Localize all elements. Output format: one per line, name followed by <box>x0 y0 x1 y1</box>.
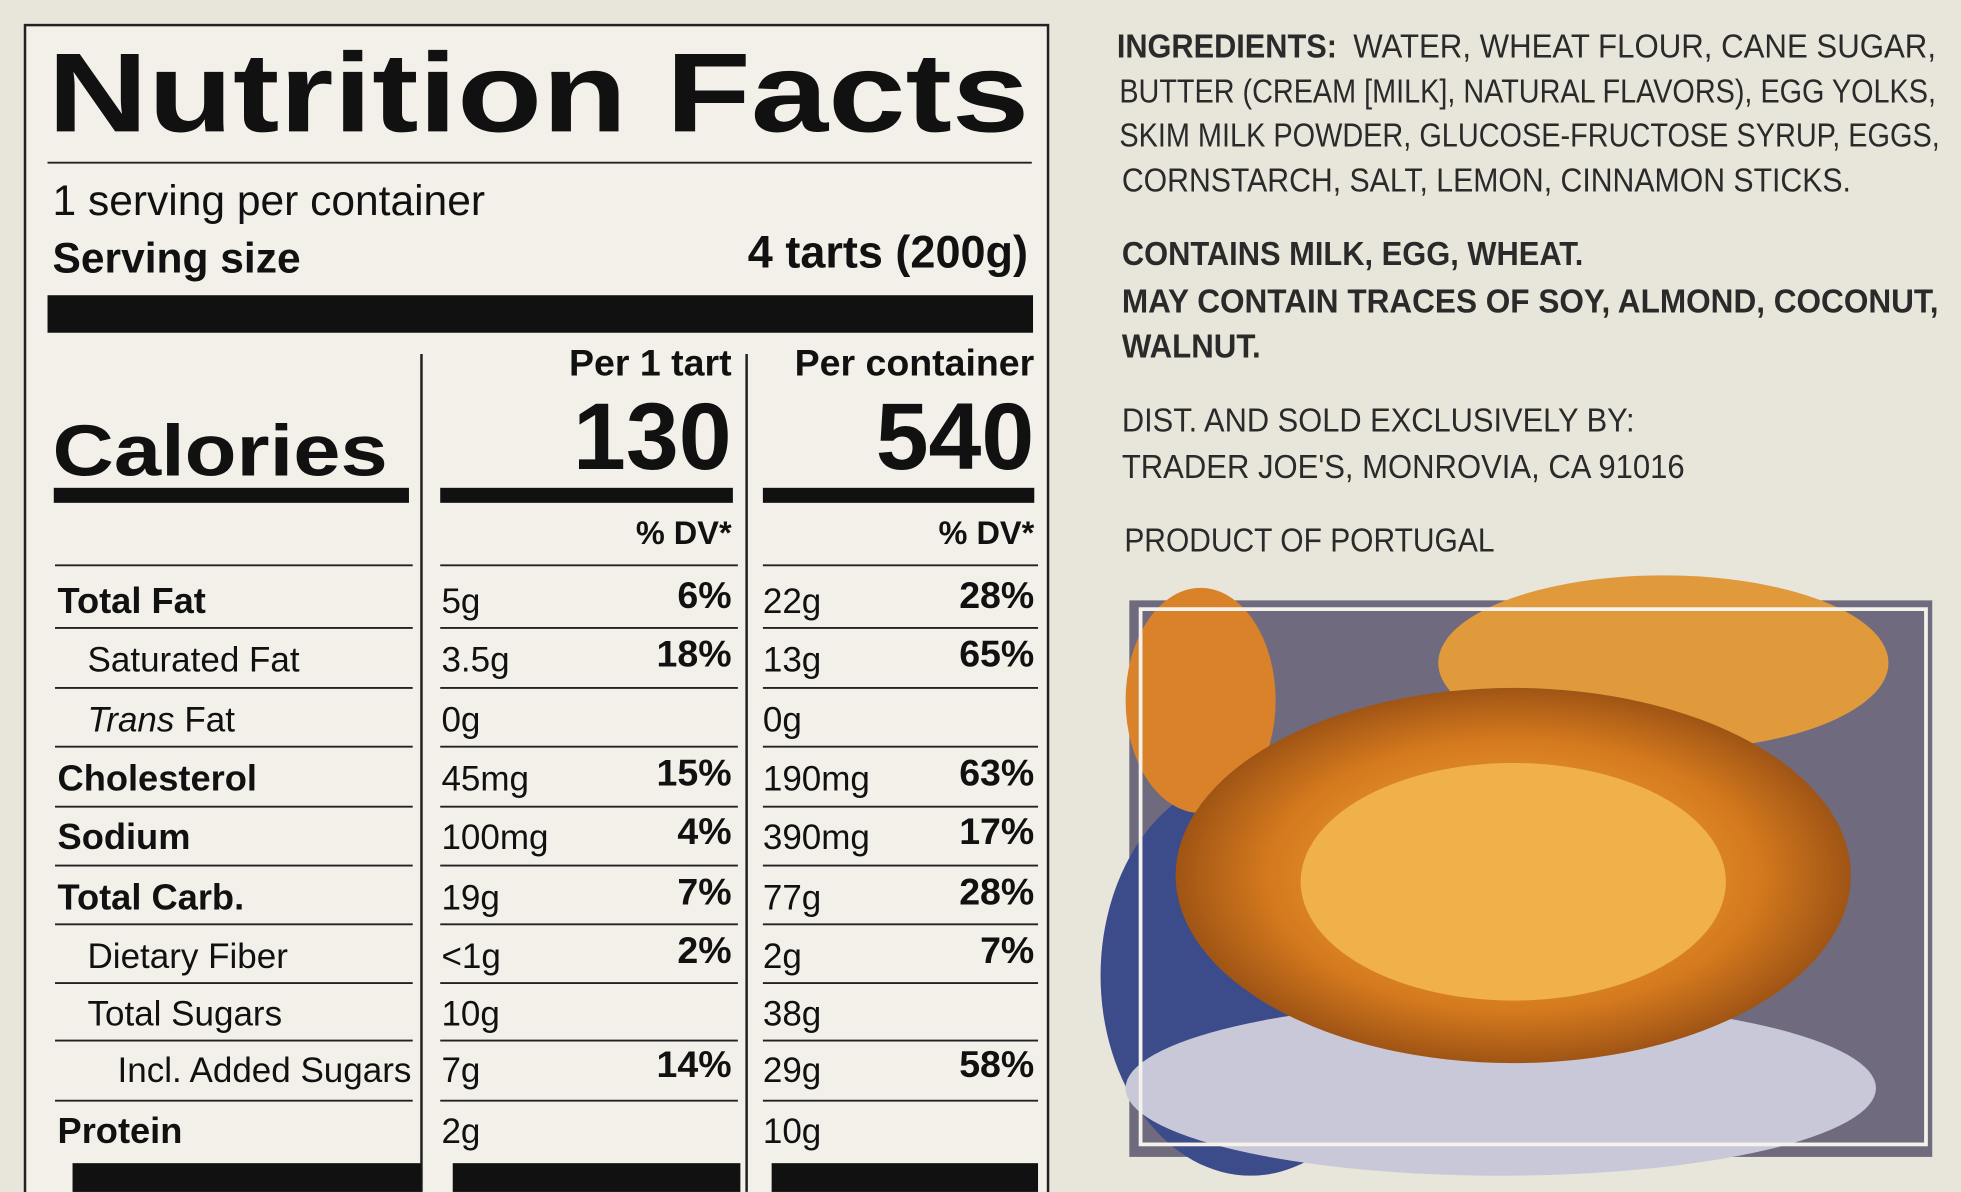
amount: 7g <box>441 1051 480 1090</box>
amount: 10g <box>441 995 499 1034</box>
distributor-line: DIST. AND SOLD EXCLUSIVELY BY: <box>1122 402 1635 440</box>
amount: 5g <box>441 582 480 621</box>
allergen-line: MAY CONTAIN TRACES OF SOY, ALMOND, COCON… <box>1122 283 1939 321</box>
dv-header: % DV* <box>636 515 732 551</box>
nutrient-name: Incl. Added Sugars <box>118 1051 412 1090</box>
nutrient-name: Dietary Fiber <box>88 937 289 976</box>
label-box <box>23 23 1050 1192</box>
column-header: Per 1 tart <box>569 341 732 383</box>
nutrient-name: Total Sugars <box>88 995 283 1034</box>
daily-value: 65% <box>959 633 1034 675</box>
amount: 29g <box>763 1051 821 1090</box>
amount: 2g <box>763 937 802 976</box>
amount: 77g <box>763 878 821 917</box>
nutrient-name-part: Fat <box>184 701 235 740</box>
amount: 0g <box>763 701 802 740</box>
distributor-line: TRADER JOE'S, MONROVIA, CA 91016 <box>1122 448 1685 486</box>
daily-value: 7% <box>980 929 1034 971</box>
thick-bar <box>47 295 1034 333</box>
amount: 38g <box>763 995 821 1034</box>
nutrient-name: Total Fat <box>58 580 206 621</box>
daily-value: 15% <box>657 751 732 793</box>
amount: 19g <box>441 878 499 917</box>
daily-value: 58% <box>959 1043 1034 1085</box>
calories-bar <box>53 487 409 503</box>
daily-value: 63% <box>959 751 1034 793</box>
ingredients-line: WATER, WHEAT FLOUR, CANE SUGAR, <box>1353 28 1936 66</box>
daily-value: 17% <box>959 810 1034 852</box>
amount: 3.5g <box>441 641 509 680</box>
amount: 2g <box>441 1112 480 1151</box>
daily-value: 4% <box>677 810 731 852</box>
allergen-line: WALNUT. <box>1122 328 1261 366</box>
amount: 100mg <box>441 818 548 857</box>
serving-size-label: Serving size <box>53 236 301 283</box>
nutrient-name: Saturated Fat <box>88 641 300 680</box>
ingredients-line: SKIM MILK POWDER, GLUCOSE-FRUCTOSE SYRUP… <box>1119 116 1939 154</box>
daily-value: 6% <box>677 574 731 616</box>
origin: PRODUCT OF PORTUGAL <box>1124 522 1494 560</box>
daily-value: 28% <box>959 574 1034 616</box>
bottom-bar <box>771 1163 1039 1192</box>
calories-value: 540 <box>876 384 1035 490</box>
dv-header: % DV* <box>939 515 1035 551</box>
daily-value: 28% <box>959 870 1034 912</box>
title: Nutrition Facts <box>48 29 1030 155</box>
ingredients-line: CORNSTARCH, SALT, LEMON, CINNAMON STICKS… <box>1122 161 1851 199</box>
amount: 22g <box>763 582 821 621</box>
bottom-bar <box>72 1163 422 1192</box>
nutrient-name: Cholesterol <box>58 757 257 798</box>
ingredients-label: INGREDIENTS: <box>1117 28 1337 66</box>
daily-value: 14% <box>657 1043 732 1085</box>
amount: 45mg <box>441 759 529 798</box>
nutrient-name-part: Trans <box>88 701 175 740</box>
amount: 10g <box>763 1112 821 1151</box>
servings: 1 serving per container <box>53 178 485 225</box>
daily-value: 18% <box>657 633 732 675</box>
ingredients-line: BUTTER (CREAM [MILK], NATURAL FLAVORS), … <box>1119 73 1936 111</box>
amount: 13g <box>763 641 821 680</box>
amount: 190mg <box>763 759 870 798</box>
amount: <1g <box>441 937 500 976</box>
calories-bar <box>762 487 1035 503</box>
calories-bar <box>440 487 733 503</box>
amount: 390mg <box>763 818 870 857</box>
nutrient-name: Protein <box>58 1110 183 1151</box>
bottom-bar <box>452 1163 741 1192</box>
daily-value: 7% <box>677 870 731 912</box>
column-header: Per container <box>795 341 1035 383</box>
calories-value: 130 <box>573 384 732 490</box>
product-photo <box>1100 575 1933 1176</box>
nutrient-name: Sodium <box>58 816 191 857</box>
nutrient-name: Trans Fat <box>88 701 236 740</box>
daily-value: 2% <box>677 929 731 971</box>
allergen-line: CONTAINS MILK, EGG, WHEAT. <box>1122 235 1583 273</box>
nutrient-name: Total Carb. <box>58 876 245 917</box>
serving-size-value: 4 tarts (200g) <box>748 227 1028 278</box>
amount: 0g <box>441 701 480 740</box>
calories-label: Calories <box>53 410 388 491</box>
